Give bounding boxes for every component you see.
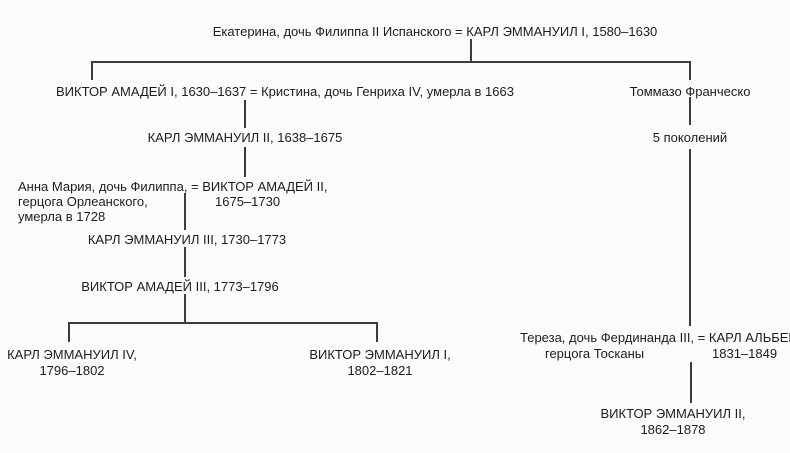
node-viktor-emmanuil-1-dates: 1802–1821 [347,363,413,378]
node-tereza-line2: герцога Тосканы [545,346,645,361]
node-karl-emmanuil-4-name: КАРЛ ЭММАНУИЛ IV, [7,347,137,362]
node-anna-maria-line3: умерла в 1728 [18,209,106,224]
connector-karl2-amadeus2 [244,147,246,177]
node-anna-maria-viktor-amadey-2: Анна Мария, дочь Филиппа, = ВИКТОР АМАДЕ… [18,179,328,194]
node-viktor-amadey-2-dates: 1675–1730 [215,194,281,209]
node-ekaterina-karl-emmanuil-1: Екатерина, дочь Филиппа II Испанского = … [212,24,658,39]
connector-amadeus2-karl3 [184,193,186,230]
connector-title-drop [470,39,472,62]
node-karl-albert-dates: 1831–1849 [712,346,778,361]
connector-albert-viktor2 [690,362,692,403]
node-viktor-emmanuil-2-name: ВИКТОР ЭММАНУИЛ II, [600,406,746,421]
connector-top-left-drop [91,61,93,80]
node-viktor-amadey-1: ВИКТОР АМАДЕЙ I, 1630–1637 = Кристина, д… [56,84,514,99]
connector-viktor1-karl2 [244,100,246,128]
connector-karl3-amadeus3 [184,247,186,277]
connector-tommaso-5gen [689,97,691,125]
node-tereza-karl-albert: Тереза, дочь Фердинанда III, = КАРЛ АЛЬБ… [520,330,790,345]
connector-top-right-drop [689,61,691,80]
node-viktor-emmanuil-2-dates: 1862–1878 [640,422,706,437]
node-karl-emmanuil-4-dates: 1796–1802 [39,363,105,378]
node-viktor-amadey-3: ВИКТОР АМАДЕЙ III, 1773–1796 [81,279,279,294]
connector-5gen-tereza [689,149,691,326]
node-karl-emmanuil-2: КАРЛ ЭММАНУИЛ II, 1638–1675 [147,130,343,145]
connector-top-horizontal [91,61,691,63]
connector-amadeus3-branch [184,294,186,323]
node-five-generations: 5 поколений [652,130,728,145]
node-viktor-emmanuil-1-name: ВИКТОР ЭММАНУИЛ I, [309,347,451,362]
connector-branch-right-drop [376,322,378,342]
connector-branch-left-drop [68,322,70,342]
node-karl-emmanuil-3: КАРЛ ЭММАНУИЛ III, 1730–1773 [87,232,287,247]
node-tommaso-franchesko: Томмазо Франческо [629,84,751,99]
connector-branch-horizontal [68,322,378,324]
node-anna-maria-line2: герцога Орлеанского, [18,194,148,209]
